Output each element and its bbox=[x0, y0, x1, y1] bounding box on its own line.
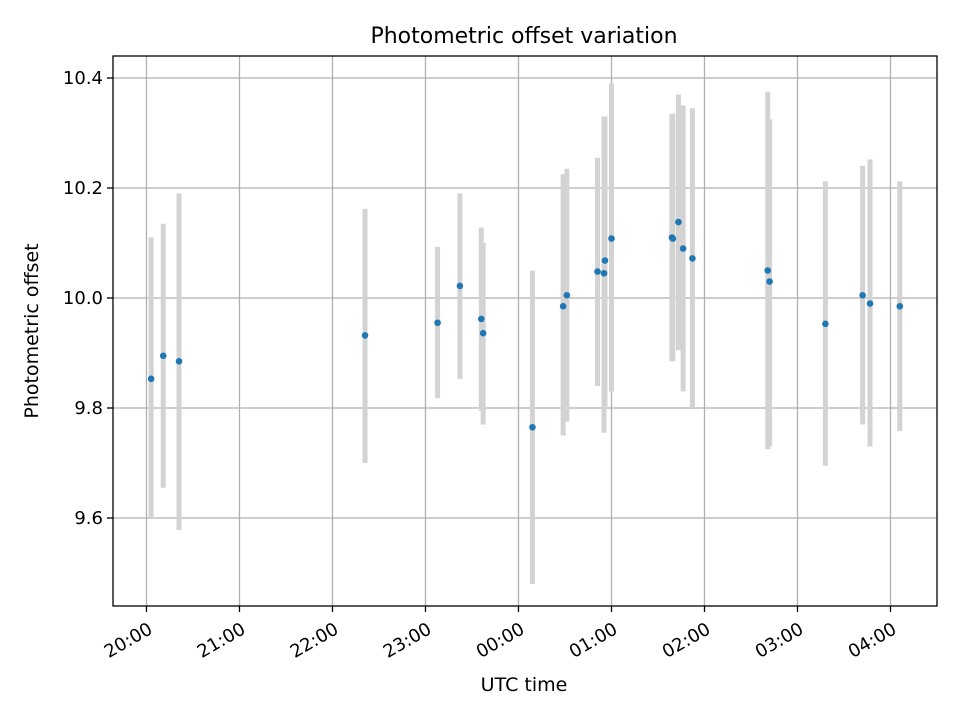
x-tick-label: 02:00 bbox=[659, 619, 714, 663]
x-tick-label: 22:00 bbox=[287, 619, 342, 663]
data-points bbox=[147, 218, 904, 431]
data-point bbox=[456, 282, 464, 290]
data-point bbox=[477, 315, 485, 323]
y-axis-label: Photometric offset bbox=[21, 243, 43, 418]
data-point bbox=[766, 278, 773, 285]
data-point bbox=[563, 291, 571, 299]
x-axis-ticks: 20:00 21:00 22:00 23:00 00:00 01:00 02:00 03:00… bbox=[101, 606, 900, 663]
chart-title: Photometric offset variation bbox=[370, 24, 677, 49]
data-point bbox=[669, 235, 677, 242]
x-tick-label: 20:00 bbox=[101, 619, 156, 663]
data-point bbox=[859, 291, 866, 299]
data-point bbox=[594, 268, 601, 275]
y-axis-ticks: 9.6 9.8 10.0 10.2 10.4 bbox=[63, 68, 113, 529]
data-point bbox=[159, 352, 167, 360]
y-tick-label: 9.6 bbox=[74, 508, 103, 529]
data-point bbox=[479, 329, 487, 337]
data-point bbox=[675, 218, 682, 226]
data-point bbox=[608, 235, 615, 242]
x-axis-label: UTC time bbox=[481, 674, 568, 696]
x-tick-label: 00:00 bbox=[473, 619, 528, 663]
x-tick-label: 21:00 bbox=[194, 619, 249, 663]
x-tick-label: 23:00 bbox=[380, 619, 435, 663]
data-point bbox=[679, 245, 687, 252]
x-tick-label: 04:00 bbox=[845, 619, 900, 663]
y-tick-label: 10.4 bbox=[63, 68, 103, 89]
data-point bbox=[689, 255, 696, 262]
y-tick-label: 9.8 bbox=[74, 398, 103, 419]
data-point bbox=[600, 269, 608, 277]
data-point bbox=[175, 357, 183, 365]
data-point bbox=[764, 267, 772, 274]
grid-lines bbox=[113, 56, 937, 606]
error-bars bbox=[148, 83, 903, 584]
x-tick-label: 03:00 bbox=[752, 619, 807, 663]
data-point bbox=[147, 375, 155, 383]
y-tick-label: 10.0 bbox=[63, 288, 103, 309]
data-point bbox=[434, 319, 441, 327]
data-point bbox=[529, 423, 536, 431]
data-point bbox=[361, 332, 369, 339]
data-point bbox=[896, 302, 904, 310]
data-point bbox=[559, 302, 567, 310]
data-point bbox=[601, 257, 609, 264]
plot-frame bbox=[112, 55, 938, 607]
x-tick-label: 01:00 bbox=[566, 619, 621, 663]
data-point bbox=[822, 320, 829, 328]
data-point bbox=[866, 300, 874, 307]
y-tick-label: 10.2 bbox=[63, 178, 103, 199]
